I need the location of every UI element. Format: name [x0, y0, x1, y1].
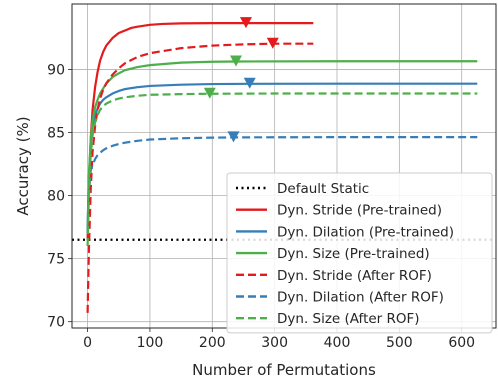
- series-marker-2: [243, 77, 256, 89]
- series-line-4: [86, 42, 314, 313]
- y-tick-label: 85: [47, 126, 65, 142]
- x-tick-label: 600: [448, 335, 475, 351]
- legend: Default Static Dyn. Stride (Pre-trained) D…: [226, 172, 493, 334]
- y-tick-label: 80: [47, 189, 65, 205]
- series-marker-3: [229, 55, 242, 67]
- legend-label: Dyn. Stride (After ROF): [277, 268, 432, 284]
- legend-label: Dyn. Size (After ROF): [277, 311, 420, 327]
- x-tick-label: 500: [386, 335, 413, 351]
- legend-label: Dyn. Stride (Pre-trained): [277, 203, 442, 219]
- series-marker-5: [227, 131, 240, 143]
- legend-label: Dyn. Dilation (Pre-trained): [277, 224, 454, 240]
- x-tick-label: 0: [83, 335, 92, 351]
- series-layer: [72, 17, 496, 313]
- series-line-5: [86, 136, 478, 234]
- axes: 0 100 200 300 400 500 600 70 75 80 85 90: [47, 3, 497, 351]
- x-tick-label: 300: [261, 335, 288, 351]
- y-tick-label: 75: [47, 252, 65, 268]
- legend-box: [226, 172, 493, 334]
- y-tick-label: 70: [47, 315, 65, 331]
- x-tick-label: 100: [137, 335, 164, 351]
- series-line-6: [86, 92, 478, 247]
- series-line-3: [86, 60, 478, 234]
- series-marker-6: [203, 87, 216, 99]
- series-marker-1: [239, 17, 252, 29]
- y-axis-title: Accuracy (%): [14, 116, 32, 215]
- x-tick-label: 200: [199, 335, 226, 351]
- x-tick-label: 400: [324, 335, 351, 351]
- legend-label: Default Static: [277, 181, 369, 197]
- series-line-1: [86, 22, 314, 240]
- series-marker-4: [266, 37, 279, 49]
- legend-label: Dyn. Size (Pre-trained): [277, 246, 430, 262]
- x-axis-title: Number of Permutations: [192, 361, 376, 379]
- legend-label: Dyn. Dilation (After ROF): [277, 290, 444, 306]
- y-tick-label: 90: [47, 63, 65, 79]
